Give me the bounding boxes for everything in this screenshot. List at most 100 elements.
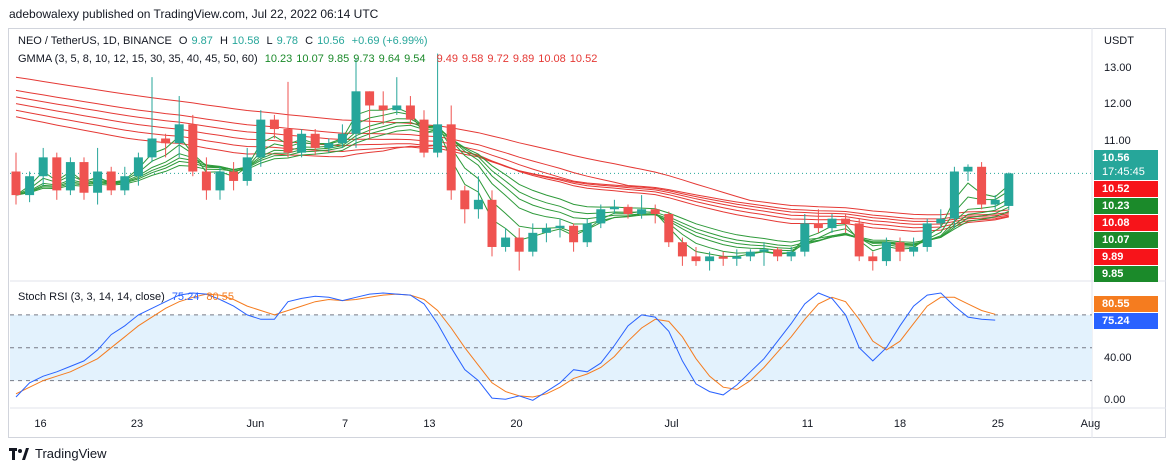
change-label: +0.69 (+6.99%) bbox=[351, 35, 428, 47]
candle-body bbox=[909, 246, 919, 252]
symbol-label: NEO / TetherUS, 1D, BINANCE bbox=[18, 35, 172, 47]
candle-body bbox=[487, 199, 497, 247]
rsi-d-value: 80.55 bbox=[206, 291, 234, 303]
gmma-long-value: 10.08 bbox=[538, 53, 566, 65]
candle-body bbox=[609, 206, 619, 210]
time-tick: Jul bbox=[664, 418, 678, 430]
time-tick: Aug bbox=[1081, 418, 1101, 430]
close-label: C 10.56 bbox=[305, 35, 345, 47]
rsi-k-value: 75.24 bbox=[171, 291, 200, 303]
candle-body bbox=[215, 171, 225, 191]
chart-frame bbox=[8, 28, 1166, 438]
time-tick: 20 bbox=[510, 418, 522, 430]
rsi-k-tag: 75.24 bbox=[1094, 313, 1158, 329]
rsi-k-line bbox=[15, 292, 996, 401]
gmma-long-line bbox=[15, 103, 1009, 225]
candle-body bbox=[691, 256, 701, 262]
candle-body bbox=[365, 91, 375, 106]
time-tick: 18 bbox=[894, 418, 906, 430]
last-price-value: 10.56 bbox=[1102, 152, 1130, 164]
time-tick: 13 bbox=[423, 418, 435, 430]
candle-body bbox=[895, 242, 905, 252]
candle-body bbox=[705, 256, 715, 262]
candles bbox=[11, 53, 1014, 271]
candle-body bbox=[501, 237, 511, 247]
candle-body bbox=[174, 124, 184, 144]
price-tick: 11.00 bbox=[1104, 135, 1131, 147]
candle-body bbox=[949, 171, 959, 219]
gmma-long-value: 10.52 bbox=[569, 53, 598, 65]
low-label: L 9.78 bbox=[266, 35, 299, 47]
gmma-short-value: 9.54 bbox=[404, 53, 426, 65]
candle-body bbox=[405, 105, 415, 120]
time-tick: 25 bbox=[992, 418, 1004, 430]
candle-body bbox=[433, 124, 443, 153]
candle-body bbox=[868, 256, 878, 262]
last-price-tag: 10.56 17:45:45 bbox=[1094, 150, 1158, 180]
candle-body bbox=[79, 162, 89, 193]
candle-body bbox=[854, 223, 864, 257]
candle-body bbox=[106, 171, 116, 191]
time-tick: Jun bbox=[246, 418, 264, 430]
candle-body bbox=[120, 176, 130, 191]
candle-body bbox=[841, 218, 851, 224]
gmma-long-tag: 9.89 bbox=[1094, 249, 1158, 265]
gmma-long-line bbox=[15, 89, 1009, 220]
gmma-long-values: 9.49 9.58 9.72 9.89 10.08 10.52 bbox=[437, 53, 602, 65]
gmma-long-value: 9.49 bbox=[436, 53, 458, 65]
bar-countdown: 17:45:45 bbox=[1102, 166, 1145, 178]
candle-body bbox=[528, 232, 538, 252]
candle-body bbox=[732, 256, 742, 259]
time-tick: 23 bbox=[131, 418, 143, 430]
candle-body bbox=[664, 213, 674, 243]
candle-body bbox=[827, 218, 837, 229]
candle-body bbox=[201, 171, 211, 191]
footer-brand-label: TradingView bbox=[35, 446, 107, 461]
candle-body bbox=[337, 133, 347, 144]
candle-body bbox=[718, 256, 728, 259]
footer-brand[interactable]: TradingView bbox=[9, 446, 107, 461]
candle-body bbox=[378, 105, 388, 111]
candle-body bbox=[473, 199, 483, 210]
candle-body bbox=[569, 225, 579, 243]
candle-body bbox=[977, 166, 987, 205]
gmma-long-tag: 10.08 bbox=[1094, 215, 1158, 231]
candle-body bbox=[881, 242, 891, 262]
candle-body bbox=[514, 237, 524, 252]
candle-body bbox=[541, 228, 551, 233]
gmma-short-tag: 10.23 bbox=[1094, 198, 1158, 214]
candle-body bbox=[25, 176, 35, 196]
candle-body bbox=[786, 251, 796, 257]
gmma-long-line bbox=[15, 116, 1009, 232]
candle-body bbox=[677, 242, 687, 257]
candle-body bbox=[269, 119, 279, 130]
time-tick: 7 bbox=[342, 418, 348, 430]
gmma-legend[interactable]: GMMA (3, 5, 8, 10, 12, 15, 30, 35, 40, 4… bbox=[18, 53, 605, 65]
candle-body bbox=[283, 129, 293, 153]
gmma-long-line bbox=[15, 96, 1009, 222]
candle-body bbox=[11, 171, 21, 196]
publisher-line: adebowalexy published on TradingView.com… bbox=[9, 7, 379, 21]
time-tick: 16 bbox=[34, 418, 46, 430]
gmma-short-line bbox=[15, 124, 1010, 247]
candle-body bbox=[256, 119, 266, 158]
candle-body bbox=[351, 91, 361, 134]
candle-body bbox=[990, 199, 1000, 205]
candle-body bbox=[759, 249, 769, 252]
time-axis: 16 23 Jun 7 13 20 Jul 11 18 25 Aug bbox=[34, 418, 1100, 430]
candle-body bbox=[65, 162, 75, 191]
candle-body bbox=[922, 223, 932, 247]
rsi-label: Stoch RSI (3, 3, 14, 14, close) bbox=[18, 291, 165, 303]
gmma-short-value: 10.07 bbox=[296, 53, 324, 65]
candle-body bbox=[800, 223, 810, 252]
candle-body bbox=[38, 157, 48, 177]
candle-body bbox=[650, 209, 660, 214]
gmma-short-value: 9.85 bbox=[327, 53, 350, 65]
main-legend[interactable]: NEO / TetherUS, 1D, BINANCE O 9.87 H 10.58… bbox=[18, 35, 432, 47]
rsi-legend[interactable]: Stoch RSI (3, 3, 14, 14, close) 75.24 80… bbox=[18, 291, 238, 303]
rsi-d-line bbox=[15, 293, 996, 398]
time-tick: 11 bbox=[802, 418, 813, 430]
gmma-long-value: 9.72 bbox=[487, 53, 509, 65]
candle-body bbox=[623, 206, 633, 214]
